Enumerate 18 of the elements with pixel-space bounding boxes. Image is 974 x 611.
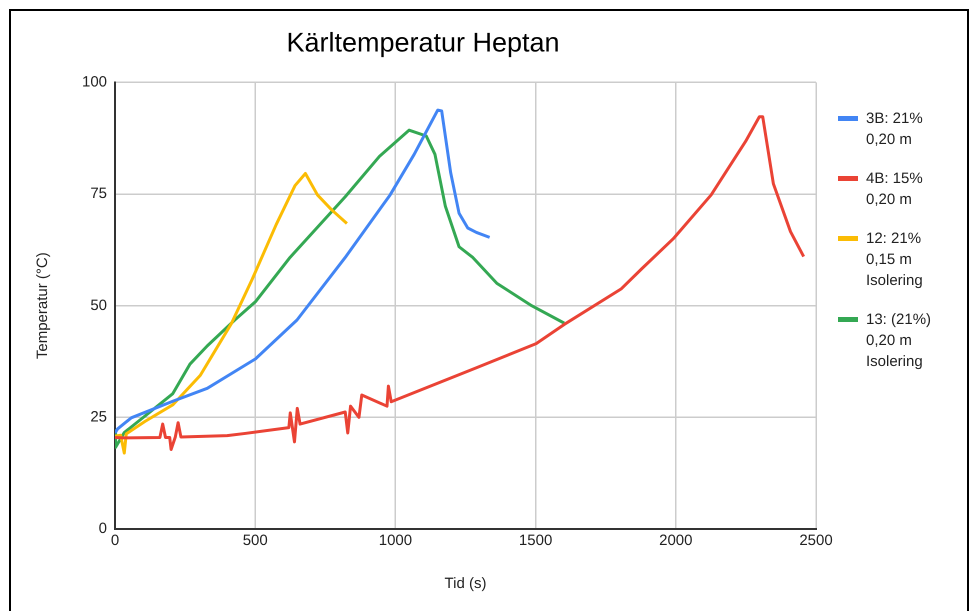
legend-label: 4B: 15% 0,20 m xyxy=(866,169,924,210)
y-tick-label: 0 xyxy=(98,520,108,538)
x-axis-title: Tid (s) xyxy=(444,575,486,592)
x-tick-label: 1000 xyxy=(378,532,412,550)
chart-title: Kärltemperatur Heptan xyxy=(286,28,560,58)
y-tick-label: 50 xyxy=(90,296,108,314)
x-tick-label: 2000 xyxy=(659,532,692,550)
x-tick-label: 500 xyxy=(242,532,268,550)
legend-label: 13: (21%) 0,20 m Isolering xyxy=(866,310,932,372)
legend-label: 12: 21% 0,15 m Isolering xyxy=(866,229,924,291)
y-tick-label: 100 xyxy=(82,74,108,91)
x-tick-label: 0 xyxy=(110,532,120,550)
x-tick-label: 2500 xyxy=(799,532,833,550)
y-tick-label: 25 xyxy=(90,408,108,426)
x-tick-label: 1500 xyxy=(518,532,552,550)
legend-label: 3B: 21% 0,20 m xyxy=(866,109,924,150)
y-axis-title: Temperatur (°C) xyxy=(34,252,52,360)
y-tick-label: 75 xyxy=(90,185,108,202)
